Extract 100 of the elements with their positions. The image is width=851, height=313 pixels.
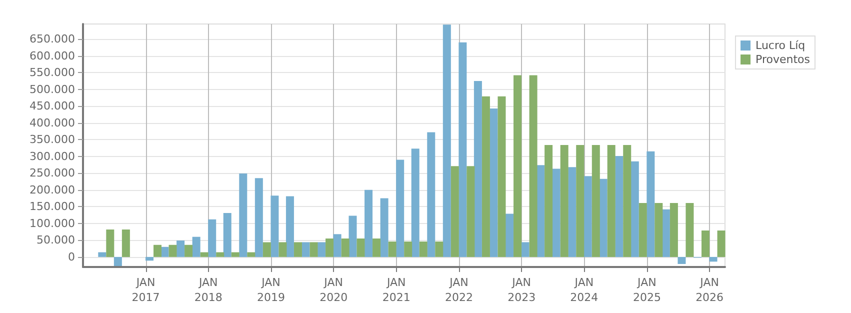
bar [521,242,530,257]
bar [662,209,670,257]
x-tick-label: JAN 2022 [444,276,473,304]
bar [584,176,592,257]
x-tick-label: JAN 2021 [382,276,410,304]
bar [168,244,177,257]
y-tick-label: 650.000 [30,32,75,46]
bar [576,144,584,257]
bar [208,219,216,257]
bar [184,244,193,257]
bar [442,24,451,257]
y-tick-label: 100.000 [30,216,75,230]
bar [122,229,130,257]
bar [419,242,428,257]
x-tick-label: JAN 2018 [194,276,222,304]
bar [302,242,310,257]
bar [333,234,342,257]
bar [247,252,256,257]
y-tick-label: 150.000 [30,200,75,214]
bar [599,178,608,257]
y-tick-label: 0 [68,250,75,264]
bar [404,242,412,257]
bar [646,151,655,257]
bar [176,240,185,257]
bar [106,229,114,257]
bar [466,166,475,257]
bar [396,160,404,257]
y-tick-label: 300.000 [30,150,75,163]
bar [709,256,718,262]
bar [490,108,498,257]
bar [231,252,240,257]
x-tick-label: JAN 2023 [508,276,536,304]
bar [262,242,271,257]
bar [514,75,522,257]
bar [482,96,490,257]
bar [294,242,302,257]
bar [380,198,388,257]
bar [364,190,373,257]
y-tick-label: 550.000 [30,66,75,80]
bar [326,238,334,257]
bar [310,242,318,257]
bar [560,144,568,257]
bar [678,256,686,264]
bar [568,167,576,257]
bar [654,202,663,257]
y-tick-label: 200.000 [30,183,75,196]
bar [160,246,169,257]
bar [686,202,694,257]
y-tick-label: 250.000 [30,166,75,180]
bar [544,144,553,257]
bar [411,148,420,257]
x-tick-label: JAN 2019 [256,276,285,304]
bar [670,202,678,257]
bar [356,238,365,257]
bar [388,242,396,257]
bar [717,230,726,257]
legend-label: Lucro Líq [756,39,806,52]
bar [318,242,326,257]
bar [348,216,357,257]
bar [145,256,154,261]
y-tick-label: 350.000 [30,133,75,146]
y-tick-label: 500.000 [30,82,75,96]
bar [223,213,232,257]
y-tick-label: 600.000 [30,49,75,62]
bar [458,42,467,257]
bar [615,156,624,257]
bar [192,236,200,257]
bar [270,196,279,257]
bar [427,132,436,257]
x-tick-label: JAN 2017 [132,276,160,304]
x-tick-label: JAN 2020 [320,276,348,304]
x-tick-label: JAN 2026 [696,276,724,304]
bar [239,173,248,257]
bar [638,202,647,257]
bar [278,242,287,257]
bar [98,252,106,257]
bar [702,230,710,257]
bar [506,214,514,257]
x-tick-label: JAN 2025 [632,276,661,304]
bar [435,242,444,257]
y-tick-label: 450.000 [30,100,75,113]
bar [474,80,482,257]
bar [200,252,208,257]
bar [607,144,616,257]
bar [153,244,162,257]
bar [498,96,506,257]
bar [623,144,632,257]
bar [552,168,560,257]
bar [529,75,538,257]
bar [254,178,263,257]
y-tick-label: 400.000 [30,116,75,130]
bar [372,238,381,257]
bar [114,256,122,266]
y-tick-label: 50.000 [36,234,75,247]
bar [450,166,459,257]
bar [630,161,639,257]
bar [216,252,224,257]
x-tick-label: JAN 2024 [570,276,598,304]
bar [341,238,350,257]
bar [286,196,294,257]
